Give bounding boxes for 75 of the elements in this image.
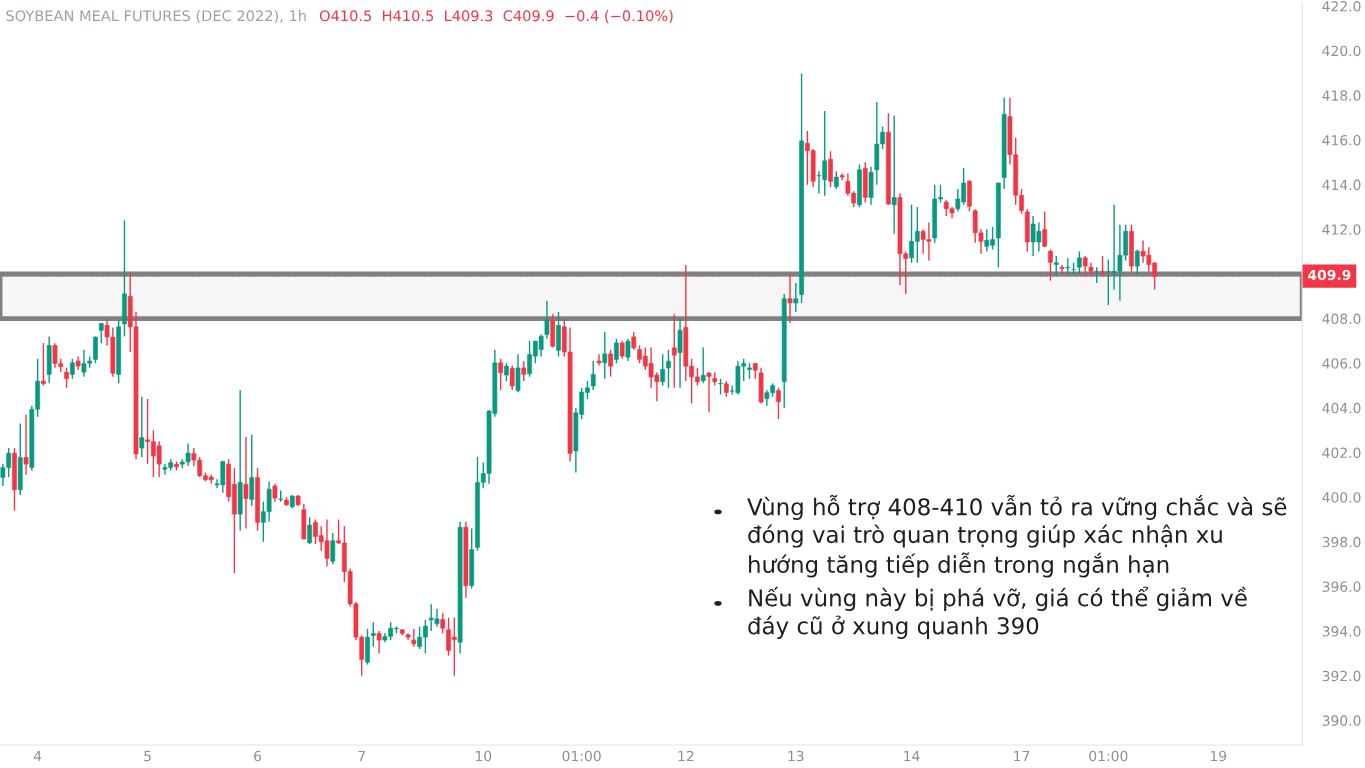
candlestick bbox=[700, 346, 706, 385]
chart-title: SOYBEAN MEAL FUTURES (DEC 2022), 1h bbox=[6, 9, 306, 23]
candlestick bbox=[440, 612, 446, 635]
candlestick bbox=[677, 317, 683, 389]
candlestick bbox=[98, 322, 104, 344]
x-tick-label: 5 bbox=[144, 750, 151, 762]
candlestick bbox=[1134, 248, 1140, 275]
y-tick-label: 390.0 bbox=[1322, 715, 1361, 726]
candlestick bbox=[602, 331, 608, 380]
candlestick bbox=[41, 342, 46, 387]
candlestick bbox=[671, 313, 677, 389]
candlestick bbox=[608, 349, 613, 378]
candlestick bbox=[614, 337, 619, 364]
candlestick bbox=[249, 433, 255, 507]
candlestick bbox=[828, 150, 833, 188]
candlestick bbox=[590, 360, 596, 391]
candlestick bbox=[596, 353, 602, 367]
candlestick bbox=[521, 360, 527, 382]
candlestick bbox=[666, 349, 671, 389]
candlestick bbox=[498, 358, 503, 391]
candlestick bbox=[1077, 250, 1082, 275]
y-tick-label: 422.0 bbox=[1322, 1, 1361, 12]
y-tick-label: 416.0 bbox=[1322, 134, 1361, 146]
candlestick bbox=[23, 413, 29, 476]
candlestick bbox=[776, 387, 781, 420]
candlestick bbox=[243, 436, 249, 530]
candlestick bbox=[1053, 255, 1059, 277]
ref-line-label: 409.9 bbox=[1308, 269, 1351, 281]
x-tick-label: 14 bbox=[904, 750, 920, 762]
chart-subtitle: O410.5 H410.5 L409.3 C409.9 −0.4 (−0.10%) bbox=[319, 10, 673, 23]
x-tick-label: 6 bbox=[254, 750, 262, 762]
y-tick-label: 402.0 bbox=[1322, 447, 1361, 458]
x-tick-label: 13 bbox=[788, 750, 804, 762]
x-tick-label: 01:00 bbox=[562, 750, 601, 762]
x-tick-label: 01:00 bbox=[1089, 750, 1128, 762]
y-tick-label: 420.0 bbox=[1322, 45, 1361, 57]
candlestick bbox=[660, 353, 666, 387]
candlestick bbox=[793, 282, 799, 313]
x-tick-label: 19 bbox=[1210, 750, 1227, 762]
candlestick bbox=[509, 364, 515, 391]
candlestick bbox=[139, 396, 145, 458]
y-tick-label: 414.0 bbox=[1322, 179, 1361, 191]
y-tick-label: 398.0 bbox=[1322, 536, 1361, 548]
x-tick-label: 10 bbox=[475, 750, 492, 762]
candlestick bbox=[515, 353, 521, 393]
y-tick-label: 406.0 bbox=[1322, 358, 1361, 369]
candlestick bbox=[706, 371, 712, 414]
y-tick-label: 418.0 bbox=[1322, 90, 1361, 101]
y-tick-label: 412.0 bbox=[1322, 224, 1361, 235]
candlestick bbox=[64, 367, 69, 389]
y-tick-label: 392.0 bbox=[1322, 670, 1361, 682]
candlestick bbox=[625, 337, 631, 362]
annotation: Nếu vùng này bị phá vỡ, giá có thể giảm về đáy cũ ở xung quanh 390 bbox=[748, 586, 1247, 639]
y-tick-label: 400.0 bbox=[1322, 492, 1361, 503]
candlestick bbox=[1065, 257, 1071, 275]
candlestick bbox=[69, 358, 75, 380]
y-tick-label: 396.0 bbox=[1322, 581, 1361, 592]
candlestick bbox=[411, 628, 417, 648]
candlestick bbox=[1042, 210, 1048, 248]
x-tick-label: 12 bbox=[678, 750, 694, 762]
candlestick bbox=[376, 630, 382, 655]
y-tick-label: 404.0 bbox=[1322, 402, 1361, 414]
x-tick-label: 4 bbox=[33, 750, 42, 762]
annotation: Vùng hỗ trợ 408-410 vẫn tỏ ra vững chắc và sẽ đóng vai trò quan trọng giúp xác nhận xu hướng tăng tiếp diễn trong ngắn hạn bbox=[747, 495, 1287, 578]
candlestick bbox=[544, 300, 550, 340]
candlestick bbox=[307, 516, 312, 545]
x-tick-label: 7 bbox=[358, 750, 365, 762]
candlestick bbox=[330, 532, 336, 565]
candlestick bbox=[1059, 264, 1065, 275]
y-tick-label: 408.0 bbox=[1322, 313, 1361, 325]
x-tick-label: 17 bbox=[1014, 750, 1030, 762]
y-tick-label: 394.0 bbox=[1322, 626, 1361, 637]
candlestick bbox=[370, 621, 376, 648]
candlestick bbox=[891, 114, 897, 235]
candlestick bbox=[93, 335, 98, 364]
